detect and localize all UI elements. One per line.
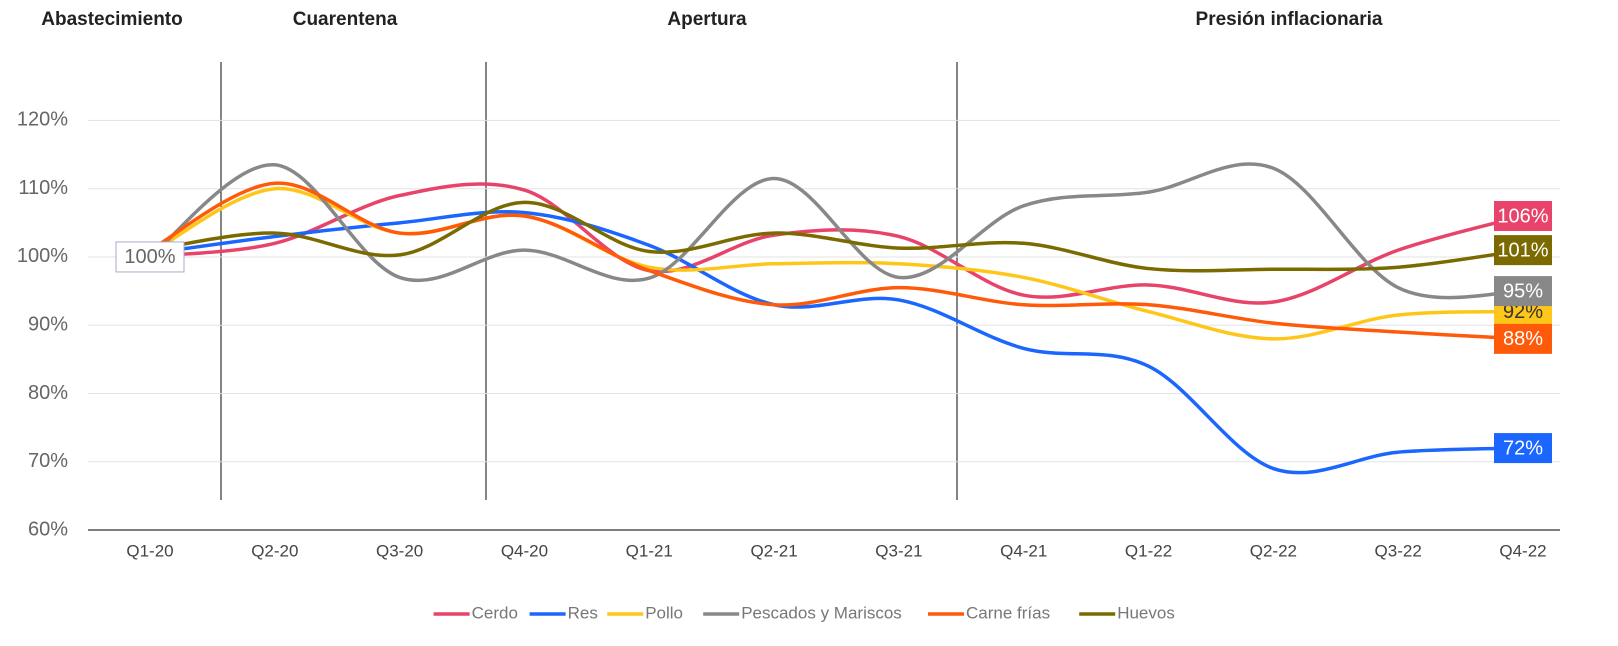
value-label-box [1494,433,1552,464]
series-line [148,182,1525,305]
x-tick-label: Q4-21 [1000,541,1047,560]
value-label-text: 101% [1497,239,1548,261]
x-tick-label: Q3-21 [875,541,922,560]
y-tick-label: 110% [18,177,68,199]
x-tick-label: Q2-22 [1250,541,1297,560]
value-label-text: 95% [1503,280,1543,302]
series-line [148,210,1525,475]
phase-label: Abastecimiento [41,9,182,30]
y-tick-label: 80% [28,382,68,404]
x-tick-label: Q2-21 [750,541,797,560]
x-tick-label: Q3-22 [1375,541,1422,560]
value-label-box [1494,201,1552,231]
value-label-text: 72% [1503,437,1543,459]
phase-label: Presión inflacionaria [1196,9,1383,30]
value-label-text: 106% [1497,205,1548,227]
value-label-box [1494,235,1552,266]
legend-label: Cerdo [472,603,518,622]
x-tick-label: Q3-20 [376,541,423,560]
y-tick-label: 90% [28,313,68,335]
y-tick-label: 120% [17,109,68,131]
legend-label: Pescados y Mariscos [741,603,902,622]
legend-label: Huevos [1117,603,1175,622]
value-label-text: 100% [124,246,175,268]
legend-label: Res [568,603,598,622]
value-label-box [1494,323,1552,354]
value-label: 88% [1494,323,1552,354]
value-label-box [1494,276,1552,307]
x-tick-label: Q4-20 [501,541,548,560]
value-label-box [115,241,185,273]
y-tick-label: 70% [28,450,68,472]
phase-label: Apertura [667,9,747,30]
series-line [148,200,1525,273]
phase-label: Cuarentena [293,9,398,30]
value-label-text: 92% [1503,301,1543,323]
legend-label: Carne frías [966,603,1050,622]
value-label: 72% [1494,433,1552,464]
value-label: 100% [115,241,185,273]
y-tick-label: 100% [17,245,68,267]
series-line [148,181,1525,341]
value-label: 101% [1494,235,1552,266]
value-label: 95% [1494,276,1552,307]
y-tick-label: 60% [28,518,68,540]
x-tick-label: Q4-22 [1499,541,1546,560]
x-tick-label: Q1-20 [126,541,173,560]
value-label-text: 88% [1503,328,1543,350]
value-label: 106% [1494,201,1552,231]
x-tick-label: Q1-22 [1125,541,1172,560]
x-tick-label: Q2-20 [251,541,298,560]
x-tick-label: Q1-21 [626,541,673,560]
legend-label: Pollo [645,603,683,622]
